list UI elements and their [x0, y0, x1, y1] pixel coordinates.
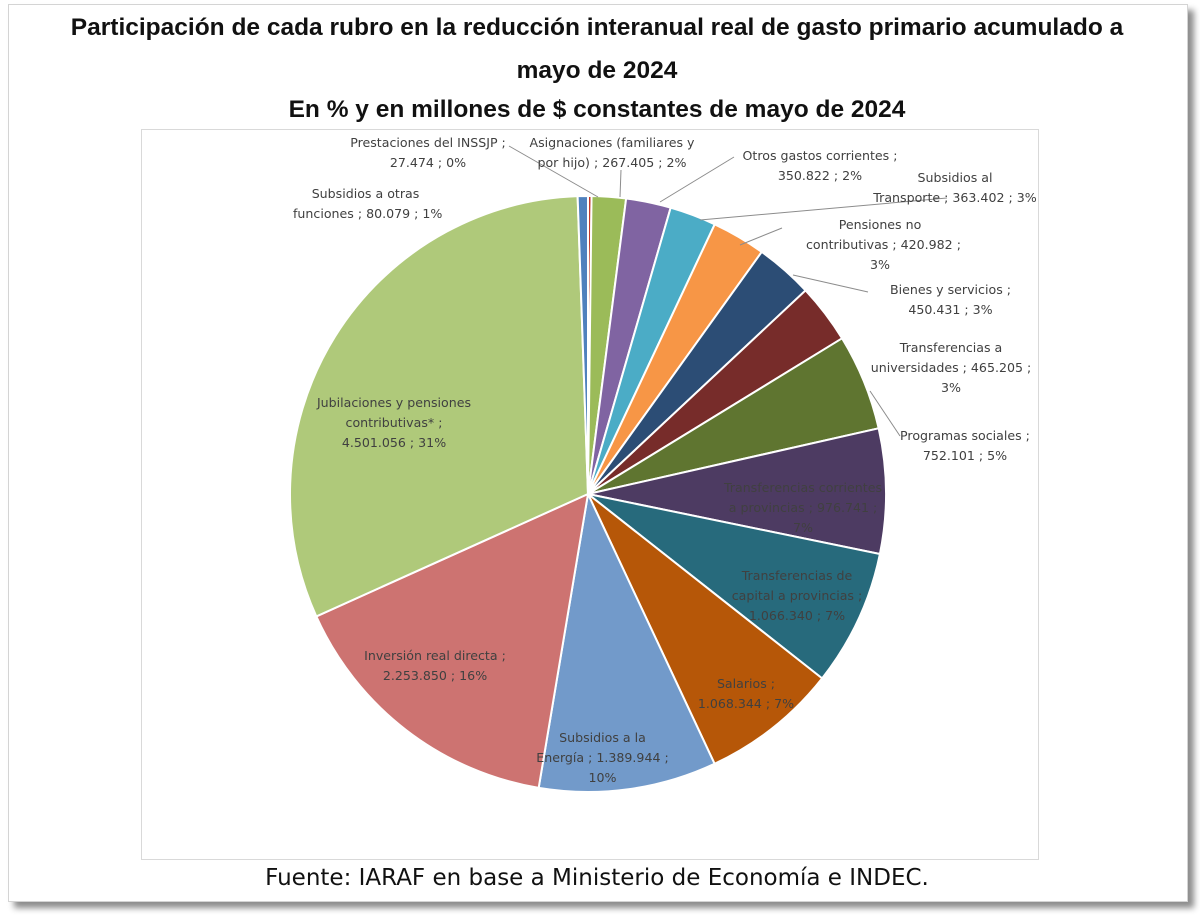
data-label-line: Programas sociales ;	[900, 428, 1030, 443]
leader-line-subsidios-al-transporte	[699, 197, 948, 221]
data-label-line: Otros gastos corrientes ;	[742, 148, 898, 163]
data-label-line: Pensiones no	[838, 217, 922, 232]
data-label-programas-sociales: Programas sociales ; 752.101 ; 5%	[880, 426, 1050, 466]
data-label-subsidios-a-la-energia: Subsidios a la Energía ; 1.389.944 ; 10%	[530, 728, 675, 788]
data-label-transferencias-de-capital-a-provincias: Transferencias de capital a provincias ; 1…	[722, 566, 872, 626]
data-label-line: Bienes y servicios ;	[889, 282, 1011, 297]
leader-line-prestaciones-del-inssjp	[508, 145, 599, 198]
pie-slice-inversion-real-directa	[314, 492, 590, 790]
data-label-line: 27.474 ; 0%	[389, 155, 467, 170]
data-label-pensiones-no-contributivas: Pensiones no contributivas ; 420.982 ; 3%	[806, 215, 961, 275]
data-label-line: 7%	[793, 520, 813, 535]
data-label-line: 2.253.850 ; 16%	[382, 668, 488, 683]
data-label-subsidios-al-transporte: Subsidios al Transporte ; 363.402 ; 3%	[870, 168, 1040, 208]
data-label-line: 10%	[588, 770, 617, 785]
chart-title-line1: Participación de cada rubro en la reducc…	[70, 14, 1124, 41]
chart-subtitle: En % y en millones de $ constantes de ma…	[288, 96, 906, 123]
pie-slice-transferencias-corrientes-a-provincias	[587, 427, 887, 556]
data-label-line: por hijo) ; 267.405 ; 2%	[537, 155, 687, 170]
leader-line-asignaciones-familiares-y-por-hijo	[619, 169, 622, 198]
data-label-line: 1.066.340 ; 7%	[748, 608, 846, 623]
chart-title-line2: mayo de 2024	[516, 57, 678, 84]
data-label-transferencias-corrientes-a-provincias: Transferencias corrientes a provincias ; …	[708, 478, 898, 538]
data-label-line: Transporte ; 363.402 ; 3%	[873, 190, 1037, 205]
pie-slice-subsidios-a-la-energia	[537, 490, 716, 793]
data-label-line: Prestaciones del INSSJP ;	[350, 135, 506, 150]
leader-line-programas-sociales	[869, 390, 901, 437]
source-note: Fuente: IARAF en base a Ministerio de Ec…	[265, 865, 929, 891]
data-label-line: Subsidios a la	[559, 730, 646, 745]
data-label-line: universidades ; 465.205 ;	[870, 360, 1032, 375]
data-label-line: 3%	[870, 257, 890, 272]
data-label-line: funciones ; 80.079 ; 1%	[293, 206, 443, 221]
data-label-jubilaciones-y-pensiones-contributivas: Jubilaciones y pensiones contributivas* ;…	[304, 393, 484, 453]
data-label-asignaciones-familiares-y-por-hijo: Asignaciones (familiares y por hijo) ; 26…	[518, 133, 706, 173]
pie-slice-jubilaciones-y-pensiones-contributivas	[289, 195, 590, 618]
data-label-line: a provincias ; 976.741 ;	[728, 500, 878, 515]
data-label-line: 1.068.344 ; 7%	[697, 696, 795, 711]
data-label-line: contributivas ; 420.982 ;	[806, 237, 961, 252]
data-label-line: 4.501.056 ; 31%	[341, 435, 447, 450]
data-label-line: Energía ; 1.389.944 ;	[536, 750, 669, 765]
data-label-line: Inversión real directa ;	[364, 648, 506, 663]
leader-line-otros-gastos-corrientes	[659, 156, 735, 203]
pie-slice-transferencias-de-capital-a-provincias	[587, 493, 882, 680]
data-label-line: Jubilaciones y pensiones	[316, 395, 472, 410]
data-label-line: Transferencias de	[741, 568, 853, 583]
leader-line-bienes-y-servicios	[792, 274, 869, 293]
data-label-line: 752.101 ; 5%	[922, 448, 1008, 463]
data-label-line: 450.431 ; 3%	[908, 302, 993, 317]
data-label-line: Transferencias corrientes	[723, 480, 883, 495]
data-label-salarios: Salarios ; 1.068.344 ; 7%	[686, 674, 806, 714]
data-label-line: contributivas* ;	[345, 415, 443, 430]
leader-line-pensiones-no-contributivas	[739, 227, 783, 246]
data-label-line: Salarios ;	[716, 676, 776, 691]
data-label-line: Subsidios a otras	[311, 186, 420, 201]
data-label-line: 3%	[941, 380, 961, 395]
data-label-line: Subsidios al	[917, 170, 993, 185]
pie-slice-subsidios-a-otras-funciones	[576, 194, 589, 495]
data-label-bienes-y-servicios: Bienes y servicios ; 450.431 ; 3%	[868, 280, 1033, 320]
data-label-line: 350.822 ; 2%	[777, 168, 863, 183]
data-label-line: Asignaciones (familiares y	[529, 135, 695, 150]
pie-slice-salarios	[587, 493, 824, 766]
data-label-subsidios-a-otras-funciones: Subsidios a otras funciones ; 80.079 ; 1%	[293, 184, 443, 224]
data-label-transferencias-a-universidades: Transferencias a universidades ; 465.205 …	[862, 338, 1040, 398]
data-label-prestaciones-del-inssjp: Prestaciones del INSSJP ; 27.474 ; 0%	[348, 133, 508, 173]
data-label-inversion-real-directa: Inversión real directa ; 2.253.850 ; 16%	[350, 646, 520, 686]
data-label-line: capital a provincias ;	[731, 588, 863, 603]
data-label-otros-gastos-corrientes: Otros gastos corrientes ; 350.822 ; 2%	[735, 146, 905, 186]
data-label-line: Transferencias a	[899, 340, 1003, 355]
